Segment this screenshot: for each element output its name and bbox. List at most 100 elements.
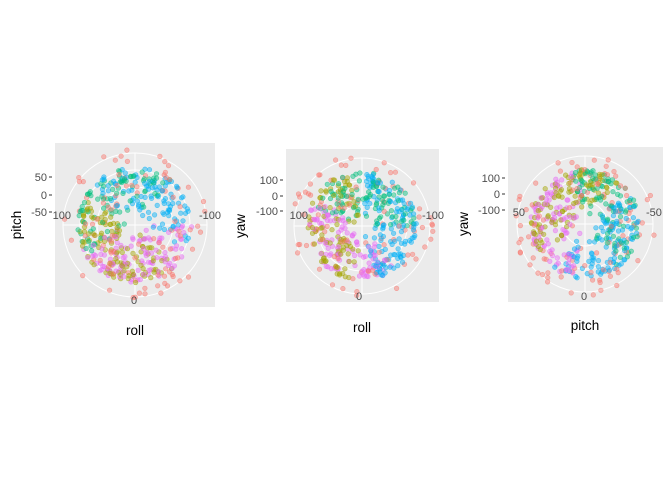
data-point <box>308 207 314 213</box>
data-point <box>82 239 88 245</box>
data-point <box>121 274 127 280</box>
data-point <box>411 221 417 227</box>
data-point <box>603 184 610 190</box>
data-point <box>324 181 330 187</box>
data-point <box>171 239 178 245</box>
data-point <box>105 183 111 189</box>
data-point <box>329 227 335 233</box>
data-point <box>537 246 543 253</box>
data-point <box>179 246 185 252</box>
data-point <box>328 266 334 272</box>
data-point <box>147 245 153 251</box>
data-point <box>157 153 163 159</box>
data-point <box>79 243 86 249</box>
data-point <box>410 227 417 233</box>
data-point <box>602 178 608 184</box>
data-point <box>351 205 357 211</box>
data-point <box>416 214 422 220</box>
data-point <box>86 239 92 245</box>
data-point <box>122 254 128 260</box>
data-point <box>545 241 551 247</box>
data-point <box>119 249 125 255</box>
data-point <box>128 174 134 180</box>
data-point <box>176 228 182 234</box>
data-point <box>585 183 591 189</box>
data-point <box>518 236 524 242</box>
data-point <box>381 208 387 214</box>
data-point <box>130 271 136 278</box>
data-point <box>392 238 398 244</box>
data-point <box>569 187 576 193</box>
data-point <box>165 262 172 269</box>
data-point <box>574 275 580 281</box>
data-point <box>388 222 394 228</box>
data-point <box>334 201 340 207</box>
data-point <box>338 251 344 257</box>
panel-1-x-axis-title: roll <box>126 323 144 338</box>
data-point <box>325 245 331 251</box>
data-point <box>604 172 611 178</box>
data-point <box>409 204 416 210</box>
data-point <box>316 172 322 178</box>
data-point <box>536 213 542 219</box>
data-point <box>587 211 593 217</box>
data-point <box>172 216 178 222</box>
data-point <box>185 184 191 190</box>
data-point <box>525 234 532 240</box>
data-point <box>598 224 605 230</box>
data-point <box>333 263 339 269</box>
data-point <box>61 216 68 222</box>
panel-2-radial-tick-1: 100 <box>260 175 278 187</box>
data-point <box>379 197 385 203</box>
panel-2-points <box>292 155 436 299</box>
data-point <box>391 192 397 198</box>
data-point <box>574 247 580 253</box>
data-point <box>400 215 406 221</box>
data-point <box>597 173 603 179</box>
data-point <box>371 235 378 241</box>
data-point <box>368 248 374 254</box>
data-point <box>161 273 168 279</box>
data-point <box>376 194 382 200</box>
data-point <box>591 239 598 245</box>
data-point <box>99 267 105 273</box>
data-point <box>362 200 368 207</box>
data-point <box>90 231 96 237</box>
data-point <box>531 215 538 221</box>
data-point <box>411 215 417 221</box>
data-point <box>100 190 106 196</box>
data-point <box>363 213 370 219</box>
data-point <box>351 199 357 205</box>
data-point <box>101 154 107 160</box>
data-point <box>593 225 599 231</box>
data-point <box>85 255 91 261</box>
panel-1-y-axis-title: pitch <box>9 211 24 240</box>
data-point <box>336 244 342 250</box>
data-point <box>362 210 369 216</box>
data-point <box>351 219 357 225</box>
data-point <box>530 255 536 261</box>
data-point <box>98 230 105 236</box>
data-point <box>603 201 609 207</box>
data-point <box>163 266 169 272</box>
data-point <box>399 207 405 213</box>
data-point <box>619 227 626 233</box>
data-point <box>339 224 345 230</box>
data-point <box>605 157 611 163</box>
data-point <box>132 294 138 300</box>
data-point <box>322 204 328 210</box>
data-point <box>370 184 376 190</box>
data-point <box>566 181 572 187</box>
data-point <box>331 217 337 224</box>
data-point <box>197 229 204 235</box>
data-point <box>599 213 606 219</box>
data-point <box>610 189 616 195</box>
data-point <box>349 187 355 193</box>
data-point <box>371 244 378 250</box>
data-point <box>180 218 186 224</box>
data-point <box>114 190 120 196</box>
data-point <box>588 203 594 209</box>
data-point <box>150 224 156 230</box>
data-point <box>174 183 180 189</box>
data-point <box>383 265 389 271</box>
